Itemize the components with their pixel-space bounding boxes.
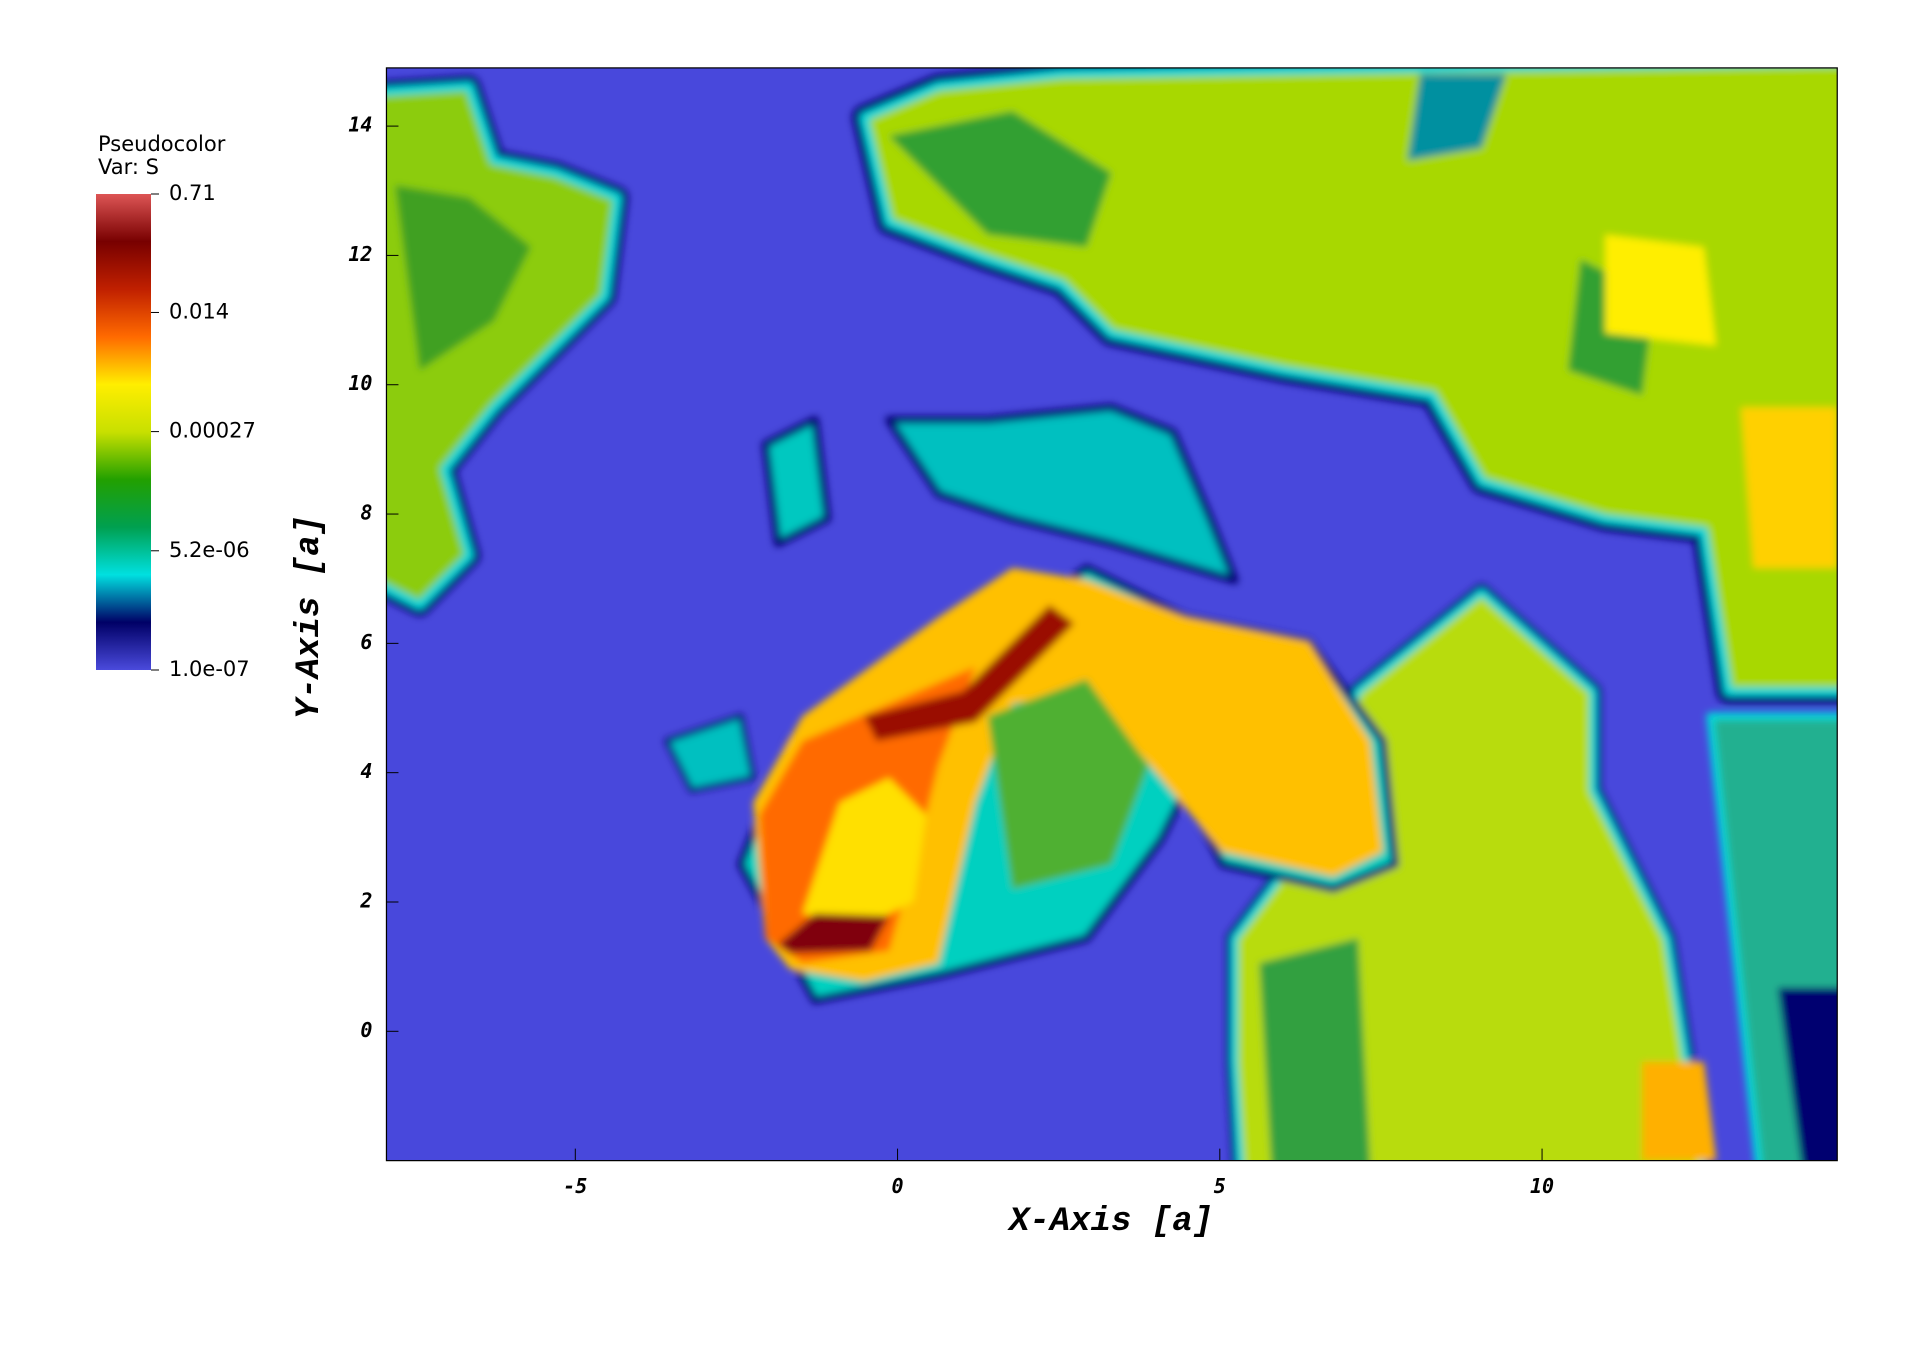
colorbar-tick-label: 0.00027 [169, 419, 256, 443]
x-tick-label: -5 [563, 1174, 587, 1198]
x-axis-title: X-Axis [a] [1007, 1203, 1213, 1241]
y-tick-label: 0 [360, 1018, 372, 1042]
colorbar-tick-label: 5.2e-06 [169, 538, 250, 562]
colorbar-tick-label: 0.71 [169, 181, 216, 205]
colorbar [96, 194, 151, 670]
plot-frame [385, 67, 1838, 1162]
field [385, 67, 1838, 1162]
y-tick-label: 6 [360, 630, 372, 654]
colorbar-tick-label: 1.0e-07 [169, 657, 250, 681]
y-tick-label: 14 [348, 113, 372, 137]
y-tick-label: 8 [360, 501, 372, 525]
x-tick-label: 5 [1214, 1174, 1226, 1198]
y-tick-label: 2 [359, 888, 372, 912]
x-tick-label: 0 [892, 1174, 904, 1198]
y-axis-title: Y-Axis [a] [291, 515, 329, 719]
colorbar-tick-label: 0.014 [169, 299, 229, 323]
legend-var: Var: S [98, 155, 159, 179]
y-tick-label: 12 [348, 242, 372, 266]
x-tick-label: 10 [1530, 1174, 1554, 1198]
y-tick-label: 4 [360, 759, 372, 783]
y-tick-label: 10 [348, 371, 372, 395]
legend-title: Pseudocolor [98, 132, 226, 156]
